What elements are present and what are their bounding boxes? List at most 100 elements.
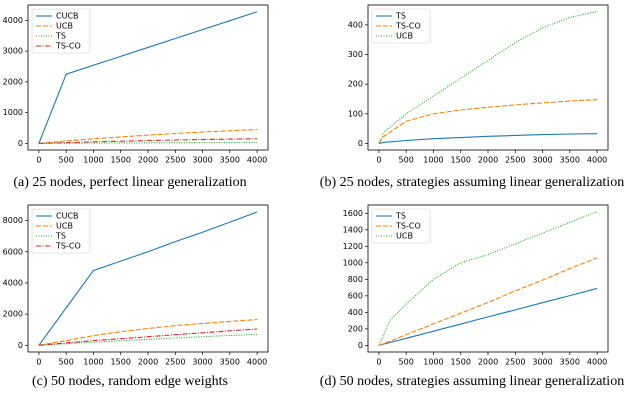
y-tick-label: 6000 — [3, 247, 23, 256]
series-line — [378, 99, 598, 144]
x-tick-label: 2000 — [478, 358, 498, 367]
series-line — [38, 333, 258, 346]
plot-frame — [27, 4, 269, 151]
series-line — [378, 133, 598, 145]
legend-label: UCB — [56, 222, 73, 231]
x-tick-label: 2500 — [505, 358, 525, 367]
x-tick-label: 4000 — [587, 358, 607, 367]
x-tick-label: 500 — [59, 358, 74, 367]
legend-label: TS-CO — [395, 222, 421, 231]
series-line — [38, 138, 258, 144]
y-tick-label: 1600 — [343, 209, 363, 218]
legend-box — [31, 8, 91, 54]
y-tick-label: 0 — [18, 139, 23, 148]
y-tick-label: 2000 — [3, 310, 23, 319]
legend-label: TS-CO — [55, 242, 81, 251]
y-tick-label: 8000 — [3, 216, 23, 225]
x-tick-label: 0 — [36, 358, 41, 367]
x-tick-label: 2500 — [165, 358, 185, 367]
y-tick-label: 1200 — [343, 242, 363, 251]
y-tick-label: 1400 — [343, 225, 363, 234]
x-tick-label: 1000 — [83, 358, 103, 367]
y-tick-label: 4000 — [3, 278, 23, 287]
x-tick-label: 1000 — [423, 358, 443, 367]
y-tick-label: 200 — [348, 324, 363, 333]
legend-label: TS — [395, 212, 406, 221]
x-tick-label: 1500 — [111, 358, 131, 367]
legend-label: UCB — [56, 22, 73, 31]
x-tick-label: 3000 — [192, 156, 212, 165]
y-tick-label: 600 — [348, 291, 363, 300]
legend-box — [371, 208, 431, 244]
y-tick-label: 200 — [348, 80, 363, 89]
x-tick-label: 3500 — [560, 156, 580, 165]
y-tick-label: 100 — [348, 109, 363, 118]
y-tick-label: 800 — [348, 275, 363, 284]
legend-label: TS — [55, 232, 66, 241]
x-tick-label: 500 — [399, 156, 414, 165]
y-tick-label: 0 — [18, 341, 23, 350]
series-line — [38, 328, 258, 346]
legend-label: TS-CO — [55, 42, 81, 51]
legend-label: TS-CO — [395, 22, 421, 31]
series-line — [378, 257, 598, 346]
y-tick-label: 400 — [348, 308, 363, 317]
x-tick-label: 3000 — [192, 358, 212, 367]
x-tick-label: 4000 — [247, 156, 267, 165]
series-line — [38, 141, 258, 144]
x-tick-label: 1000 — [423, 156, 443, 165]
x-tick-label: 0 — [376, 156, 381, 165]
x-tick-label: 3500 — [560, 358, 580, 367]
plot-frame — [367, 204, 609, 353]
caption: (b) 25 nodes, strategies assuming linear… — [320, 175, 624, 190]
series-line — [38, 319, 258, 346]
x-tick-label: 1500 — [451, 358, 471, 367]
x-tick-label: 2000 — [138, 156, 158, 165]
y-tick-label: 0 — [358, 341, 363, 350]
y-tick-label: 4000 — [3, 16, 23, 25]
x-tick-label: 1500 — [451, 156, 471, 165]
legend-label: UCB — [396, 232, 413, 241]
x-tick-label: 500 — [59, 156, 74, 165]
x-tick-label: 3000 — [532, 156, 552, 165]
plot-frame — [27, 204, 269, 353]
x-tick-label: 0 — [376, 358, 381, 367]
series-line — [378, 287, 598, 346]
y-tick-label: 400 — [348, 20, 363, 29]
x-tick-label: 3000 — [532, 358, 552, 367]
legend-box — [31, 208, 91, 254]
x-tick-label: 2000 — [138, 358, 158, 367]
x-tick-label: 2000 — [478, 156, 498, 165]
x-tick-label: 3500 — [220, 358, 240, 367]
series-line — [378, 211, 598, 346]
series-line — [38, 11, 258, 144]
caption: (d) 50 nodes, strategies assuming linear… — [320, 374, 624, 389]
caption: (a) 25 nodes, perfect linear generalizat… — [13, 175, 246, 190]
x-tick-label: 1000 — [83, 156, 103, 165]
y-tick-label: 0 — [358, 139, 363, 148]
y-tick-label: 2000 — [3, 77, 23, 86]
series-line — [378, 10, 598, 144]
series-line — [38, 128, 258, 144]
legend-label: CUCB — [56, 212, 79, 221]
plot-frame — [367, 4, 609, 151]
x-tick-label: 4000 — [587, 156, 607, 165]
y-tick-label: 300 — [348, 50, 363, 59]
x-tick-label: 0 — [36, 156, 41, 165]
legend-label: CUCB — [56, 12, 79, 21]
y-tick-label: 3000 — [3, 47, 23, 56]
x-tick-label: 1500 — [111, 156, 131, 165]
series-line — [38, 211, 258, 346]
y-tick-label: 1000 — [343, 258, 363, 267]
legend-box — [371, 8, 431, 44]
x-tick-label: 500 — [399, 358, 414, 367]
legend-label: UCB — [396, 32, 413, 41]
y-tick-label: 1000 — [3, 108, 23, 117]
legend-label: TS — [55, 32, 66, 41]
x-tick-label: 2500 — [505, 156, 525, 165]
x-tick-label: 4000 — [247, 358, 267, 367]
x-tick-label: 3500 — [220, 156, 240, 165]
caption: (c) 50 nodes, random edge weights — [32, 374, 228, 389]
x-tick-label: 2500 — [165, 156, 185, 165]
